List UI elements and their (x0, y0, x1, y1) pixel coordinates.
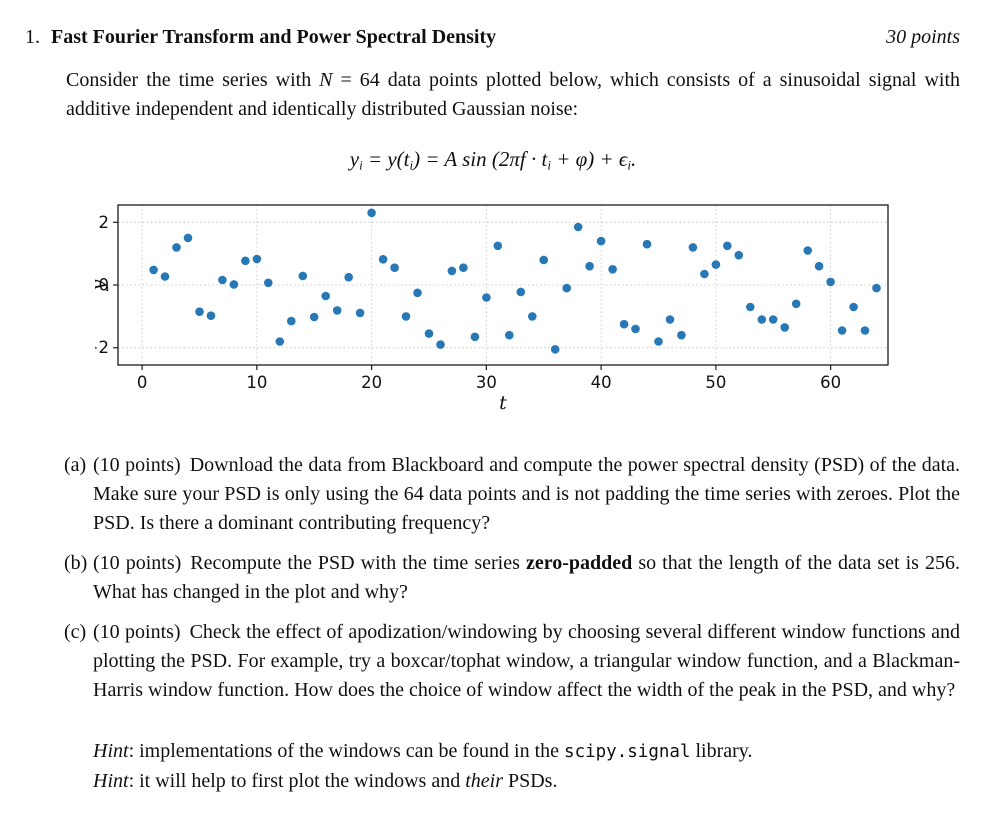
problem-header: 1. Fast Fourier Transform and Power Spec… (25, 26, 960, 49)
equation: yi = y(ti) = A sin (2πf · ti + φ) + ϵi. (0, 147, 986, 174)
part-item-a: (a) (10 points) Download the data from Bl… (64, 451, 960, 538)
chart-ticks (113, 221, 832, 370)
scatter-figure: 0 10 20 30 40 50 60 −2 0 2 t y (95, 194, 945, 414)
part-text: (10 points) Recompute the PSD with the ti… (93, 549, 960, 607)
zero-padded-emphasis: zero-padded (525, 551, 633, 574)
y-axis-label: y (95, 279, 109, 291)
svg-text:10: 10 (246, 373, 267, 392)
scatter-plot-svg: 0 10 20 30 40 50 60 −2 0 2 t y (95, 203, 889, 414)
part-points: (10 points) (93, 620, 181, 643)
hint-line-2: Hint: it will help to first plot the win… (93, 767, 960, 796)
svg-text:40: 40 (591, 373, 612, 392)
equation-subscript: i (547, 157, 551, 173)
hint-text: PSDs. (502, 769, 558, 792)
hint-text: library. (690, 739, 753, 762)
equation-text: y (349, 147, 360, 171)
svg-text:30: 30 (476, 373, 497, 392)
svg-text:0: 0 (137, 373, 148, 392)
svg-text:−2: −2 (95, 338, 109, 357)
part-label: (a) (64, 453, 87, 476)
svg-text:20: 20 (361, 373, 382, 392)
equation-text: = y(t (362, 147, 410, 171)
x-axis-label: t (499, 392, 507, 414)
intro-text-before-n: Consider the time series with (66, 69, 320, 91)
hint-text: : implementations of the windows can be … (128, 739, 565, 762)
part-body-text: Check the effect of apodization/windowin… (93, 620, 960, 701)
chart-data-points (149, 208, 881, 354)
hints-section: Hint: implementations of the windows can… (93, 737, 960, 796)
equation-subscript: i (409, 157, 414, 173)
part-item-c: (c) (10 points) Check the effect of apodi… (64, 618, 960, 705)
svg-text:60: 60 (820, 373, 841, 392)
part-points: (10 points) (93, 453, 181, 476)
part-label: (b) (64, 551, 88, 574)
hint-text: : it will help to first plot the windows… (128, 769, 466, 792)
svg-text:2: 2 (99, 212, 110, 231)
part-body-text: Recompute the PSD with the time series (190, 551, 526, 574)
svg-text:0: 0 (99, 275, 110, 294)
their-emphasis: their (465, 769, 503, 792)
intro-text-after-n: = 64 data points plotted below, which co… (66, 69, 960, 120)
svg-text:50: 50 (705, 373, 726, 392)
part-item-b: (b) (10 points) Recompute the PSD with th… (64, 549, 960, 607)
equation-subscript: i (627, 157, 631, 173)
equation-text: . (631, 147, 637, 171)
scipy-signal-code: scipy.signal (564, 741, 691, 762)
equation-subscript: i (359, 157, 363, 173)
part-body-text: Download the data from Blackboard and co… (93, 453, 961, 534)
part-label: (c) (64, 620, 87, 643)
parts-list: (a) (10 points) Download the data from Bl… (64, 451, 960, 705)
points-label: 30 points (886, 26, 960, 48)
hint-prefix: Hint (93, 769, 129, 792)
problem-title: Fast Fourier Transform and Power Spectra… (51, 26, 497, 48)
part-body-text: so that the length of the data set is 25… (93, 551, 961, 603)
part-text: (10 points) Check the effect of apodizati… (93, 618, 960, 705)
equation-text: ) = A sin (2πf · t (413, 147, 548, 171)
problem-number: 1. (25, 26, 40, 48)
part-text: (10 points) Download the data from Blackb… (93, 451, 960, 538)
intro-paragraph: Consider the time series with N = 64 dat… (66, 66, 960, 124)
equation-text: + φ) + ϵ (550, 147, 628, 171)
chart-gridlines (118, 204, 888, 365)
hint-line-1: Hint: implementations of the windows can… (93, 737, 960, 767)
hint-prefix: Hint (93, 739, 129, 762)
part-points: (10 points) (93, 551, 182, 574)
chart-tick-labels: 0 10 20 30 40 50 60 −2 0 2 (95, 212, 841, 391)
variable-n: N (319, 69, 333, 91)
